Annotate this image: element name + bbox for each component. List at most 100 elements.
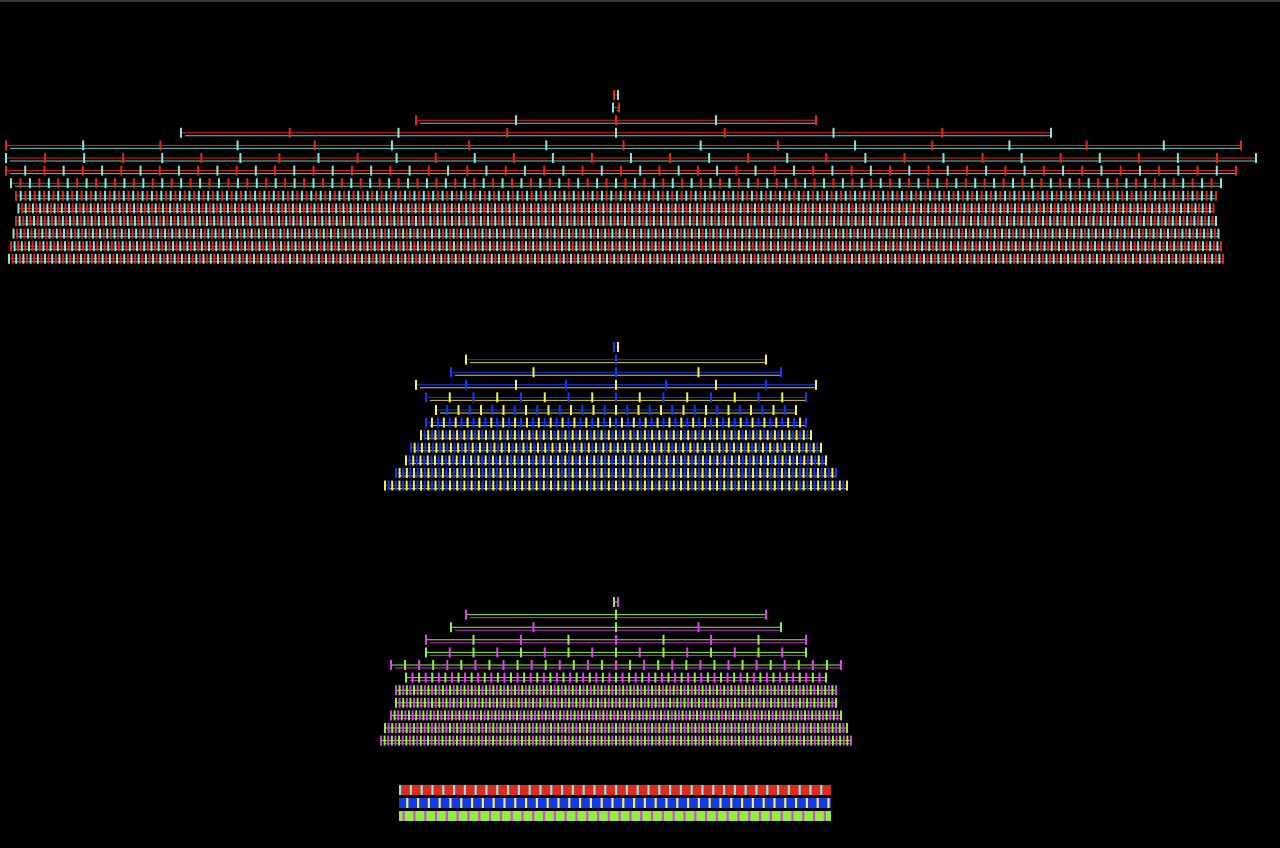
tree-node [708,697,711,708]
tree-node [1014,241,1017,252]
tree-node [428,442,431,453]
tree-node [910,228,913,239]
tree-node [820,697,823,708]
tree-node [575,672,578,683]
tree-node [525,405,527,415]
tree-node [394,723,397,733]
tree-node [768,216,771,226]
tree-node [791,723,794,733]
tree-node [852,241,855,252]
tree-node [1166,228,1169,239]
tree-node [582,241,585,252]
tree-node [476,710,479,721]
tree-node [520,178,523,189]
tree-node [735,203,738,214]
tree-node [479,216,482,226]
tree-node [120,228,123,239]
tree-node [737,480,740,491]
tree-node [477,480,480,491]
tree-node [46,203,49,214]
tree-node [438,430,441,441]
tree-node [492,480,495,491]
tree-node [1068,178,1071,189]
tree-node [299,203,302,214]
tree-node [589,697,592,708]
tree-node [728,253,731,264]
tree-node [189,228,192,239]
tree-node [11,253,14,264]
tree-node [326,241,329,252]
tree-node [820,228,823,239]
tree-node [703,203,706,214]
tree-node [214,228,217,239]
tree-node [1078,203,1081,214]
tree-node [118,190,121,201]
tree-node [305,190,308,201]
tree-node [600,228,603,239]
tree-node [476,253,479,264]
tree-node [1071,203,1074,214]
tree-node [1127,228,1130,239]
tree-node [514,697,517,708]
tree-node [653,442,656,453]
strip-tick [636,785,639,795]
tree-node [770,697,773,708]
tree-node [523,710,526,721]
tree-node [420,228,423,239]
tree-node [487,216,490,226]
tree-node [411,253,414,264]
tree-node [1201,203,1204,214]
tree-node [1129,241,1132,252]
tree-node [685,442,688,453]
tree-node [1114,216,1117,226]
tree-node [448,417,451,428]
tree-node [705,697,708,708]
tree-node [167,228,170,239]
tree-node [397,253,400,264]
tree-node [532,697,535,708]
tree-node [324,216,327,226]
tree-node [298,241,301,252]
tree-node [391,480,394,491]
tree-node [806,468,809,478]
tree-node [793,253,796,264]
tree-node [972,228,975,239]
tree-node [539,241,542,252]
tree-node [878,228,881,239]
tree-node [698,430,701,441]
tree-node [723,241,726,252]
tree-node [1057,203,1060,214]
tree-node [40,253,43,264]
tree-node [624,253,626,264]
tree-node [333,190,336,201]
tree-node [847,203,850,214]
tree-node [996,241,999,252]
tree-node [999,190,1002,201]
strip-tick [521,811,524,821]
tree-node [391,723,394,733]
tree-node [200,241,203,252]
tree-node [622,455,625,466]
tree-node [571,723,574,733]
tree-node [715,241,718,252]
tree-node [1106,216,1109,226]
strip-tick [813,811,816,821]
tree-node [1025,241,1028,252]
tree-node [692,417,695,428]
tree-node [512,203,515,214]
tree-node [460,241,463,252]
tree-node [858,216,861,226]
tree-node [469,216,472,226]
tree-node [528,480,531,491]
tree-node [759,697,762,708]
tree-node [705,723,708,733]
tree-node [674,710,677,721]
tree-node [438,228,441,239]
strip-base [399,811,831,821]
tree-node [593,468,596,478]
tree-node [779,672,782,683]
tree-node [112,253,115,264]
tree-node [1157,216,1160,226]
tree-node [853,228,856,239]
tree-node [443,203,446,214]
